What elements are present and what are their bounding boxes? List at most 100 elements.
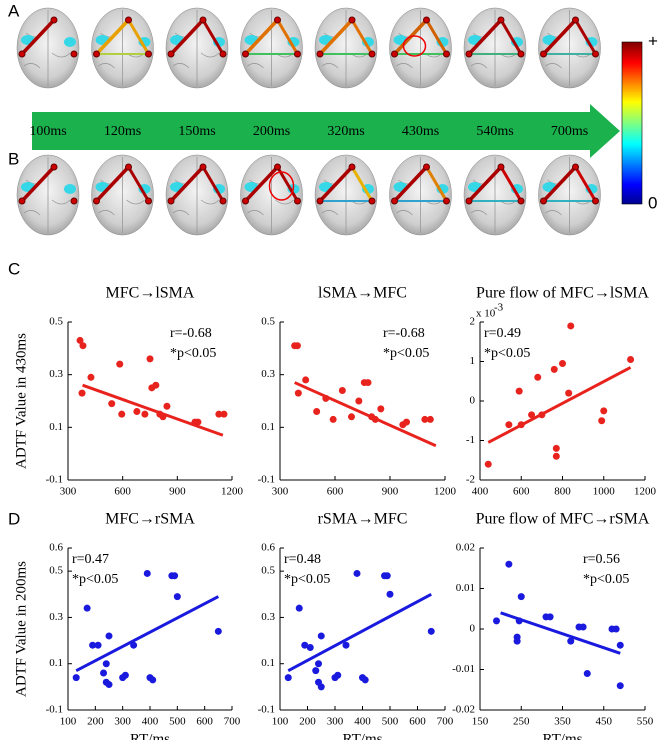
- point: [312, 667, 320, 675]
- point: [301, 641, 309, 649]
- point: [616, 641, 624, 649]
- point: [79, 342, 87, 350]
- node: [50, 163, 58, 171]
- time-label: 540ms: [476, 124, 513, 139]
- annotation: r=-0.68: [383, 326, 425, 341]
- point: [149, 676, 157, 684]
- annotation: r=0.47: [72, 552, 109, 567]
- x-tick-label: 1200: [634, 486, 657, 498]
- y-tick-label: 0.02: [456, 542, 475, 554]
- point: [355, 397, 363, 405]
- point: [163, 402, 171, 410]
- timeline-arrow: [32, 104, 620, 158]
- node: [540, 197, 547, 205]
- node: [199, 163, 207, 171]
- connection: [95, 165, 130, 203]
- point: [550, 365, 558, 373]
- node: [540, 50, 547, 58]
- trend-line: [82, 383, 224, 437]
- x-tick-label: 500: [382, 716, 399, 728]
- node: [391, 197, 398, 205]
- point: [538, 411, 546, 419]
- node: [443, 197, 450, 205]
- trend-line: [75, 595, 220, 672]
- connection: [574, 166, 597, 202]
- point: [517, 421, 525, 429]
- connection: [201, 166, 225, 202]
- x-tick-label: 400: [354, 716, 371, 728]
- point: [386, 590, 394, 598]
- x-tick-label: 800: [554, 486, 571, 498]
- point: [371, 415, 379, 423]
- point: [364, 379, 372, 387]
- annotation: r=0.48: [284, 552, 321, 567]
- chart-title: rSMA→MFC: [318, 511, 408, 528]
- y-tick-label: 1: [470, 355, 476, 367]
- sulci: [396, 10, 443, 86]
- point: [552, 452, 560, 460]
- sulci: [321, 157, 369, 233]
- x-axis-label: RT/ms: [130, 731, 170, 740]
- y-tick-label: -0.02: [452, 704, 475, 716]
- node: [93, 197, 100, 205]
- connection: [169, 165, 205, 203]
- point: [348, 413, 355, 421]
- x-tick-label: 600: [327, 486, 344, 498]
- point: [493, 617, 500, 625]
- y-tick-label: -0.01: [452, 663, 475, 675]
- connection: [542, 165, 577, 203]
- sulci: [470, 10, 518, 86]
- annotation: *p<0.05: [72, 572, 118, 587]
- node: [93, 50, 100, 58]
- point: [528, 411, 536, 419]
- point: [317, 683, 325, 691]
- trend-line: [294, 381, 437, 448]
- node: [592, 197, 599, 205]
- colorbar-min: 0: [648, 193, 657, 212]
- annotation: r=0.56: [583, 552, 620, 567]
- node: [497, 16, 505, 24]
- connection: [350, 19, 374, 55]
- trend-line: [287, 592, 432, 672]
- sulci: [98, 157, 145, 233]
- sulci: [247, 10, 294, 86]
- highlight: [268, 171, 295, 201]
- point: [194, 418, 202, 426]
- point: [171, 572, 179, 580]
- sulci: [172, 10, 220, 86]
- node: [294, 197, 301, 205]
- y-tick-label: 0.1: [49, 657, 63, 669]
- y-tick-label: 0.3: [261, 611, 275, 623]
- y-tick-label: 2: [470, 316, 476, 328]
- point: [627, 356, 635, 364]
- x-tick-label: 600: [513, 486, 530, 498]
- point: [121, 671, 129, 679]
- x-axis-label: RT/ms: [543, 731, 583, 740]
- colorbar: [621, 41, 643, 205]
- node: [219, 50, 227, 58]
- panel-label: C: [8, 259, 20, 278]
- y-tick-label: 0.5: [49, 316, 63, 328]
- y-tick-label: 0.01: [456, 582, 475, 594]
- point: [329, 415, 337, 423]
- node: [572, 16, 579, 24]
- node: [465, 197, 473, 205]
- sulci: [23, 10, 71, 86]
- point: [284, 674, 292, 682]
- connection: [244, 18, 279, 56]
- point: [565, 389, 573, 397]
- x-tick-label: 200: [87, 716, 104, 728]
- x-tick-label: 1200: [434, 486, 457, 498]
- node: [145, 50, 152, 58]
- node: [274, 16, 281, 24]
- annotation: *p<0.05: [484, 346, 530, 361]
- point: [317, 632, 325, 640]
- y-tick-label: -0.1: [46, 474, 63, 486]
- node: [443, 50, 450, 58]
- node: [391, 50, 398, 58]
- connection: [425, 19, 448, 55]
- annotation: r=-0.68: [170, 326, 212, 341]
- chart-title: Pure flow of MFC→rSMA: [476, 511, 650, 528]
- point: [89, 641, 97, 649]
